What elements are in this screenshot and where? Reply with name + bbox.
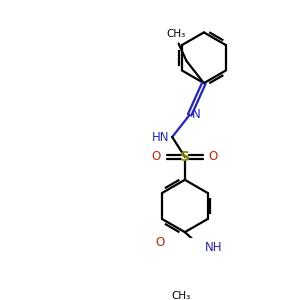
Text: O: O <box>209 150 218 163</box>
Text: O: O <box>152 150 161 163</box>
Text: O: O <box>156 236 165 249</box>
Text: CH₃: CH₃ <box>171 291 190 300</box>
Text: NH: NH <box>205 242 222 254</box>
Text: HN: HN <box>152 130 170 143</box>
Text: N: N <box>192 108 201 121</box>
Text: CH₃: CH₃ <box>167 29 186 39</box>
Text: S: S <box>180 150 190 164</box>
